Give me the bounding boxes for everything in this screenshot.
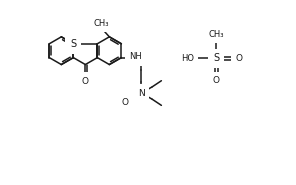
Text: S: S	[70, 39, 76, 49]
Text: O: O	[213, 76, 220, 85]
Text: CH₃: CH₃	[93, 19, 109, 28]
Text: O: O	[235, 54, 242, 63]
Text: CH₃: CH₃	[209, 30, 224, 39]
Text: NH: NH	[129, 52, 141, 61]
Text: O: O	[82, 77, 89, 86]
Text: O: O	[122, 98, 129, 107]
Text: N: N	[138, 89, 145, 97]
Text: HO: HO	[181, 54, 194, 63]
Text: S: S	[213, 53, 219, 63]
